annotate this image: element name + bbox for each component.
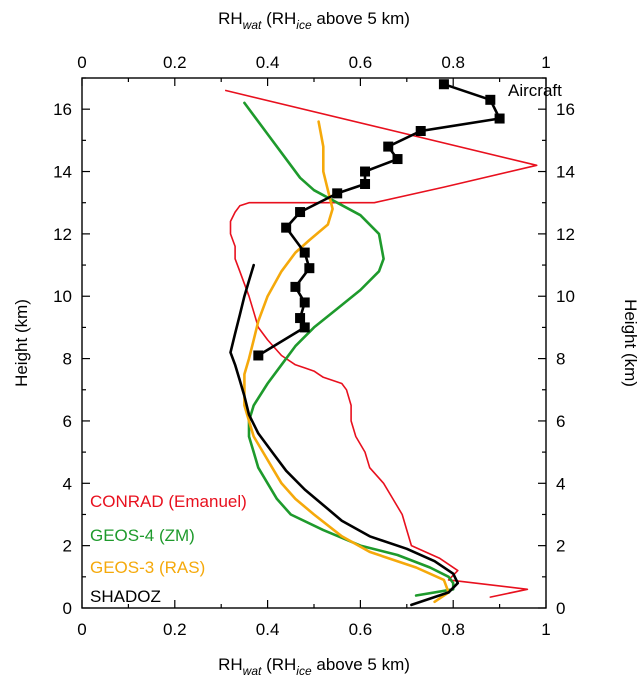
x-tick-label-top: 0.2 bbox=[163, 53, 187, 72]
data-point-aircraft bbox=[304, 263, 315, 274]
series-line-geos-4-zm bbox=[243, 101, 455, 597]
data-point-aircraft bbox=[392, 154, 403, 165]
y-tick-label-right: 10 bbox=[556, 287, 575, 306]
x-tick-label-bottom: 0.2 bbox=[163, 620, 187, 639]
y-tick-label-left: 12 bbox=[53, 225, 72, 244]
data-point-aircraft bbox=[295, 207, 306, 218]
data-point-aircraft bbox=[360, 166, 371, 177]
data-point-aircraft bbox=[299, 297, 310, 308]
x-tick-label-bottom: 0.4 bbox=[256, 620, 280, 639]
y-tick-label-left: 10 bbox=[53, 287, 72, 306]
y-axis-title-left: Height (km) bbox=[12, 299, 31, 387]
data-point-aircraft bbox=[253, 350, 264, 361]
x-tick-label-top: 0.6 bbox=[349, 53, 373, 72]
x-tick-label-bottom: 0.8 bbox=[441, 620, 465, 639]
legend-item-shadoz: SHADOZ bbox=[90, 587, 161, 606]
legend-item-geos3: GEOS-3 (RAS) bbox=[90, 558, 205, 577]
y-tick-label-right: 2 bbox=[556, 537, 565, 556]
y-tick-label-left: 0 bbox=[63, 599, 72, 618]
x-tick-label-bottom: 0 bbox=[77, 620, 86, 639]
data-point-aircraft bbox=[438, 79, 449, 90]
y-tick-label-left: 6 bbox=[63, 412, 72, 431]
xlabel-main: RH bbox=[218, 655, 243, 674]
data-point-aircraft bbox=[494, 113, 505, 124]
series-layer bbox=[225, 79, 538, 607]
x-tick-label-top: 0.4 bbox=[256, 53, 280, 72]
y-tick-label-right: 6 bbox=[556, 412, 565, 431]
legend: CONRAD (Emanuel) GEOS-4 (ZM) GEOS-3 (RAS… bbox=[90, 492, 247, 606]
xlabel-sub2: ice bbox=[296, 18, 312, 32]
y-tick-label-right: 14 bbox=[556, 163, 575, 182]
y-tick-label-right: 8 bbox=[556, 350, 565, 369]
aircraft-annotation: Aircraft bbox=[508, 81, 562, 100]
series-line-aircraft bbox=[256, 82, 501, 357]
y-tick-label-left: 8 bbox=[63, 350, 72, 369]
y-tick-label-left: 4 bbox=[63, 474, 72, 493]
y-tick-label-right: 0 bbox=[556, 599, 565, 618]
x-tick-label-top: 0 bbox=[77, 53, 86, 72]
x-tick-label-bottom: 0.6 bbox=[349, 620, 373, 639]
x-tick-label-top: 0.8 bbox=[441, 53, 465, 72]
data-point-aircraft bbox=[295, 313, 306, 324]
xlabel-end: above 5 km) bbox=[312, 9, 410, 28]
data-point-aircraft bbox=[415, 126, 426, 136]
data-point-aircraft bbox=[332, 188, 343, 199]
y-tick-label-right: 4 bbox=[556, 474, 565, 493]
data-point-aircraft bbox=[299, 247, 310, 258]
data-point-aircraft bbox=[299, 322, 310, 333]
xlabel-sub1: wat bbox=[243, 664, 262, 678]
data-point-aircraft bbox=[485, 94, 496, 105]
y-tick-label-left: 14 bbox=[53, 163, 72, 182]
x-tick-label-bottom: 1 bbox=[541, 620, 550, 639]
series-line-shadoz bbox=[229, 263, 460, 607]
data-point-aircraft bbox=[281, 222, 292, 233]
series-line-geos-3-ras bbox=[243, 120, 450, 604]
data-point-aircraft bbox=[360, 179, 371, 189]
data-point-aircraft bbox=[290, 281, 301, 292]
data-point-aircraft bbox=[383, 141, 394, 152]
xlabel-sub1: wat bbox=[243, 18, 262, 32]
xlabel-mid: (RH bbox=[261, 655, 296, 674]
x-tick-label-top: 1 bbox=[541, 53, 550, 72]
x-axis-title-top: RHwat (RHice above 5 km) bbox=[218, 9, 410, 32]
x-axis-title-bottom: RHwat (RHice above 5 km) bbox=[218, 655, 410, 678]
y-tick-label-right: 12 bbox=[556, 225, 575, 244]
y-tick-label-left: 16 bbox=[53, 100, 72, 119]
legend-item-geos4: GEOS-4 (ZM) bbox=[90, 526, 195, 545]
xlabel-sub2: ice bbox=[296, 664, 312, 678]
xlabel-end: above 5 km) bbox=[312, 655, 410, 674]
y-axis-title-right: Height (km) bbox=[621, 299, 639, 387]
xlabel-main: RH bbox=[218, 9, 243, 28]
y-tick-label-left: 2 bbox=[63, 537, 72, 556]
legend-item-conrad: CONRAD (Emanuel) bbox=[90, 492, 247, 511]
y-tick-label-right: 16 bbox=[556, 100, 575, 119]
xlabel-mid: (RH bbox=[261, 9, 296, 28]
series-line-conrad-emanuel bbox=[225, 89, 538, 598]
